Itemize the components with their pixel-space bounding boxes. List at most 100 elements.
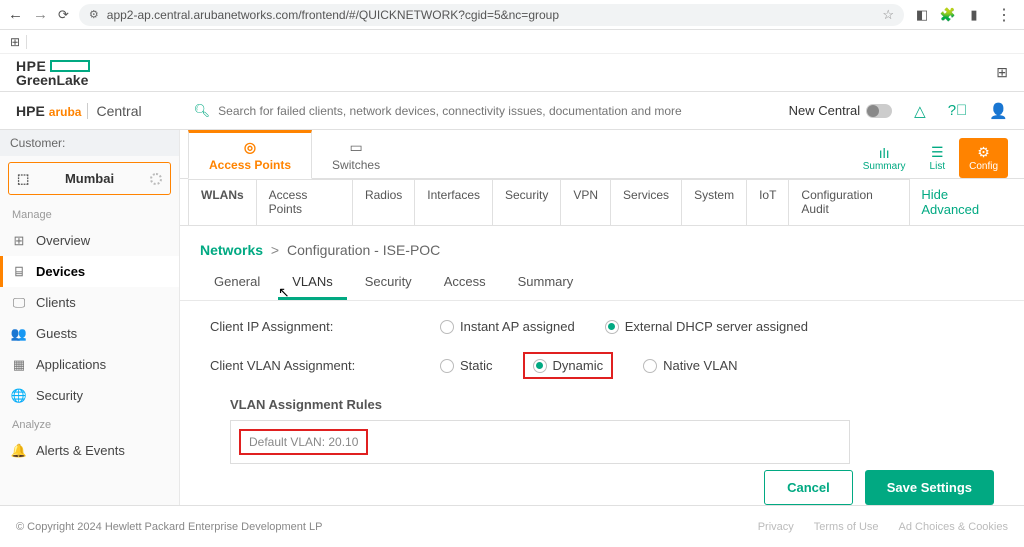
section-analyze: Analyze bbox=[0, 411, 179, 435]
breadcrumb-networks[interactable]: Networks bbox=[200, 242, 263, 258]
radio-icon bbox=[440, 359, 454, 373]
copyright-text: © Copyright 2024 Hewlett Packard Enterpr… bbox=[16, 521, 322, 533]
wlan-inner-tabs: General VLANs Security Access Summary bbox=[180, 266, 1024, 301]
new-central-toggle[interactable]: New Central bbox=[789, 103, 893, 118]
config-sub-tabs: WLANs Access Points Radios Interfaces Se… bbox=[180, 179, 1024, 226]
nav-clients[interactable]: 🖵 Clients bbox=[0, 287, 179, 318]
config-button[interactable]: ⚙ Config bbox=[959, 138, 1008, 178]
rules-label: VLAN Assignment Rules bbox=[230, 397, 994, 412]
search-box[interactable]: 🔍︎ bbox=[194, 103, 714, 119]
radio-icon bbox=[533, 359, 547, 373]
subtab-services[interactable]: Services bbox=[610, 179, 682, 225]
innertab-access[interactable]: Access bbox=[430, 266, 500, 300]
help-icon[interactable]: ?⃝ bbox=[948, 102, 968, 119]
search-icon: 🔍︎ bbox=[194, 103, 211, 119]
innertab-vlans[interactable]: VLANs bbox=[278, 266, 346, 300]
radio-instant-ap[interactable]: Instant AP assigned bbox=[440, 319, 575, 334]
rules-box: Default VLAN: 20.10 bbox=[230, 420, 850, 464]
vlan-form: Client IP Assignment: Instant AP assigne… bbox=[180, 301, 1024, 482]
location-selector[interactable]: ⬚ Mumbai bbox=[8, 162, 171, 195]
radio-external-dhcp[interactable]: External DHCP server assigned bbox=[605, 319, 808, 334]
bookmark-icon[interactable]: ☆ bbox=[882, 7, 894, 23]
bookmarks-bar: ⊞ bbox=[0, 30, 1024, 54]
save-button[interactable]: Save Settings bbox=[865, 470, 994, 505]
subtab-system[interactable]: System bbox=[681, 179, 747, 225]
tab-access-points[interactable]: ◎ Access Points bbox=[188, 130, 312, 179]
subtab-ap[interactable]: Access Points bbox=[256, 179, 353, 225]
nav-overview[interactable]: ⊞ Overview bbox=[0, 225, 179, 256]
default-vlan-rule[interactable]: Default VLAN: 20.10 bbox=[239, 429, 368, 455]
nav-alerts[interactable]: 🔔 Alerts & Events bbox=[0, 435, 179, 466]
profile-icon[interactable]: ▮ bbox=[966, 7, 982, 23]
greenlake-header: HPE GreenLake ⊞ bbox=[0, 54, 1024, 92]
vlan-assignment-label: Client VLAN Assignment: bbox=[210, 358, 440, 373]
guests-icon: 👥 bbox=[12, 327, 26, 341]
hpe-greenlake-logo[interactable]: HPE GreenLake bbox=[16, 58, 90, 88]
apps-icon[interactable]: ⊞ bbox=[10, 35, 20, 49]
dynamic-highlight: Dynamic bbox=[523, 352, 614, 379]
breadcrumb: Networks > Configuration - ISE-POC bbox=[180, 226, 1024, 266]
tab-switches[interactable]: ▭ Switches bbox=[312, 133, 400, 178]
extension-icon[interactable]: ◧ bbox=[914, 7, 930, 23]
radio-native-vlan[interactable]: Native VLAN bbox=[643, 358, 737, 373]
url-text: app2-ap.central.arubanetworks.com/fronte… bbox=[107, 8, 559, 22]
switch-icon: ▭ bbox=[332, 139, 380, 156]
url-bar[interactable]: ⚙ app2-ap.central.arubanetworks.com/fron… bbox=[79, 4, 904, 26]
radio-dynamic[interactable]: Dynamic bbox=[533, 358, 604, 373]
bell-icon[interactable]: △ bbox=[914, 102, 926, 120]
search-input[interactable] bbox=[218, 104, 713, 118]
terms-link[interactable]: Terms of Use bbox=[814, 521, 879, 533]
site-info-icon[interactable]: ⚙ bbox=[89, 8, 99, 21]
hpe-box-icon bbox=[50, 60, 90, 72]
innertab-general[interactable]: General bbox=[200, 266, 274, 300]
overview-icon: ⊞ bbox=[12, 234, 26, 248]
action-bar: Cancel Save Settings bbox=[764, 470, 994, 505]
innertab-security[interactable]: Security bbox=[351, 266, 426, 300]
subtab-radios[interactable]: Radios bbox=[352, 179, 415, 225]
divider bbox=[26, 35, 27, 49]
clients-icon: 🖵 bbox=[12, 296, 26, 310]
subtab-security[interactable]: Security bbox=[492, 179, 561, 225]
ip-assignment-label: Client IP Assignment: bbox=[210, 319, 440, 334]
toggle-switch[interactable] bbox=[866, 104, 892, 118]
sidebar: Customer: ⬚ Mumbai Manage ⊞ Overview ⌸ D… bbox=[0, 130, 180, 547]
spinner-icon bbox=[150, 173, 162, 185]
applications-icon: ▦ bbox=[12, 358, 26, 372]
section-manage: Manage bbox=[0, 201, 179, 225]
app-grid-icon[interactable]: ⊞ bbox=[996, 64, 1008, 81]
summary-icon: ılı bbox=[879, 145, 890, 161]
browser-toolbar: ← → ⟳ ⚙ app2-ap.central.arubanetworks.co… bbox=[0, 0, 1024, 30]
ap-icon: ◎ bbox=[209, 139, 291, 156]
aruba-logo[interactable]: HPE aruba Central bbox=[16, 103, 142, 119]
radio-icon bbox=[605, 320, 619, 334]
security-icon: 🌐 bbox=[12, 389, 26, 403]
user-icon[interactable]: 👤 bbox=[989, 102, 1008, 120]
forward-button[interactable]: → bbox=[33, 6, 48, 23]
subtab-audit[interactable]: Configuration Audit bbox=[788, 179, 910, 225]
nav-applications[interactable]: ▦ Applications bbox=[0, 349, 179, 380]
privacy-link[interactable]: Privacy bbox=[758, 521, 794, 533]
hide-advanced-link[interactable]: Hide Advanced bbox=[909, 179, 1016, 225]
subtab-interfaces[interactable]: Interfaces bbox=[414, 179, 493, 225]
alerts-icon: 🔔 bbox=[12, 444, 26, 458]
footer: © Copyright 2024 Hewlett Packard Enterpr… bbox=[0, 505, 1024, 547]
customer-label: Customer: bbox=[0, 130, 179, 156]
back-button[interactable]: ← bbox=[8, 6, 23, 23]
summary-button[interactable]: ılı Summary bbox=[853, 141, 916, 176]
cancel-button[interactable]: Cancel bbox=[764, 470, 853, 505]
innertab-summary[interactable]: Summary bbox=[504, 266, 588, 300]
adchoices-link[interactable]: Ad Choices & Cookies bbox=[899, 521, 1008, 533]
subtab-vpn[interactable]: VPN bbox=[560, 179, 611, 225]
subtab-wlans[interactable]: WLANs bbox=[188, 179, 257, 225]
reload-button[interactable]: ⟳ bbox=[58, 7, 69, 23]
subtab-iot[interactable]: IoT bbox=[746, 179, 789, 225]
radio-static[interactable]: Static bbox=[440, 358, 493, 373]
list-button[interactable]: ☰ List bbox=[920, 140, 956, 176]
nav-security[interactable]: 🌐 Security bbox=[0, 380, 179, 411]
nav-devices[interactable]: ⌸ Devices bbox=[0, 256, 179, 287]
browser-menu[interactable]: ⋮ bbox=[992, 5, 1016, 25]
device-type-tabs: ◎ Access Points ▭ Switches ılı Summary ☰… bbox=[180, 130, 1024, 179]
puzzle-icon[interactable]: 🧩 bbox=[940, 7, 956, 23]
radio-icon bbox=[643, 359, 657, 373]
nav-guests[interactable]: 👥 Guests bbox=[0, 318, 179, 349]
